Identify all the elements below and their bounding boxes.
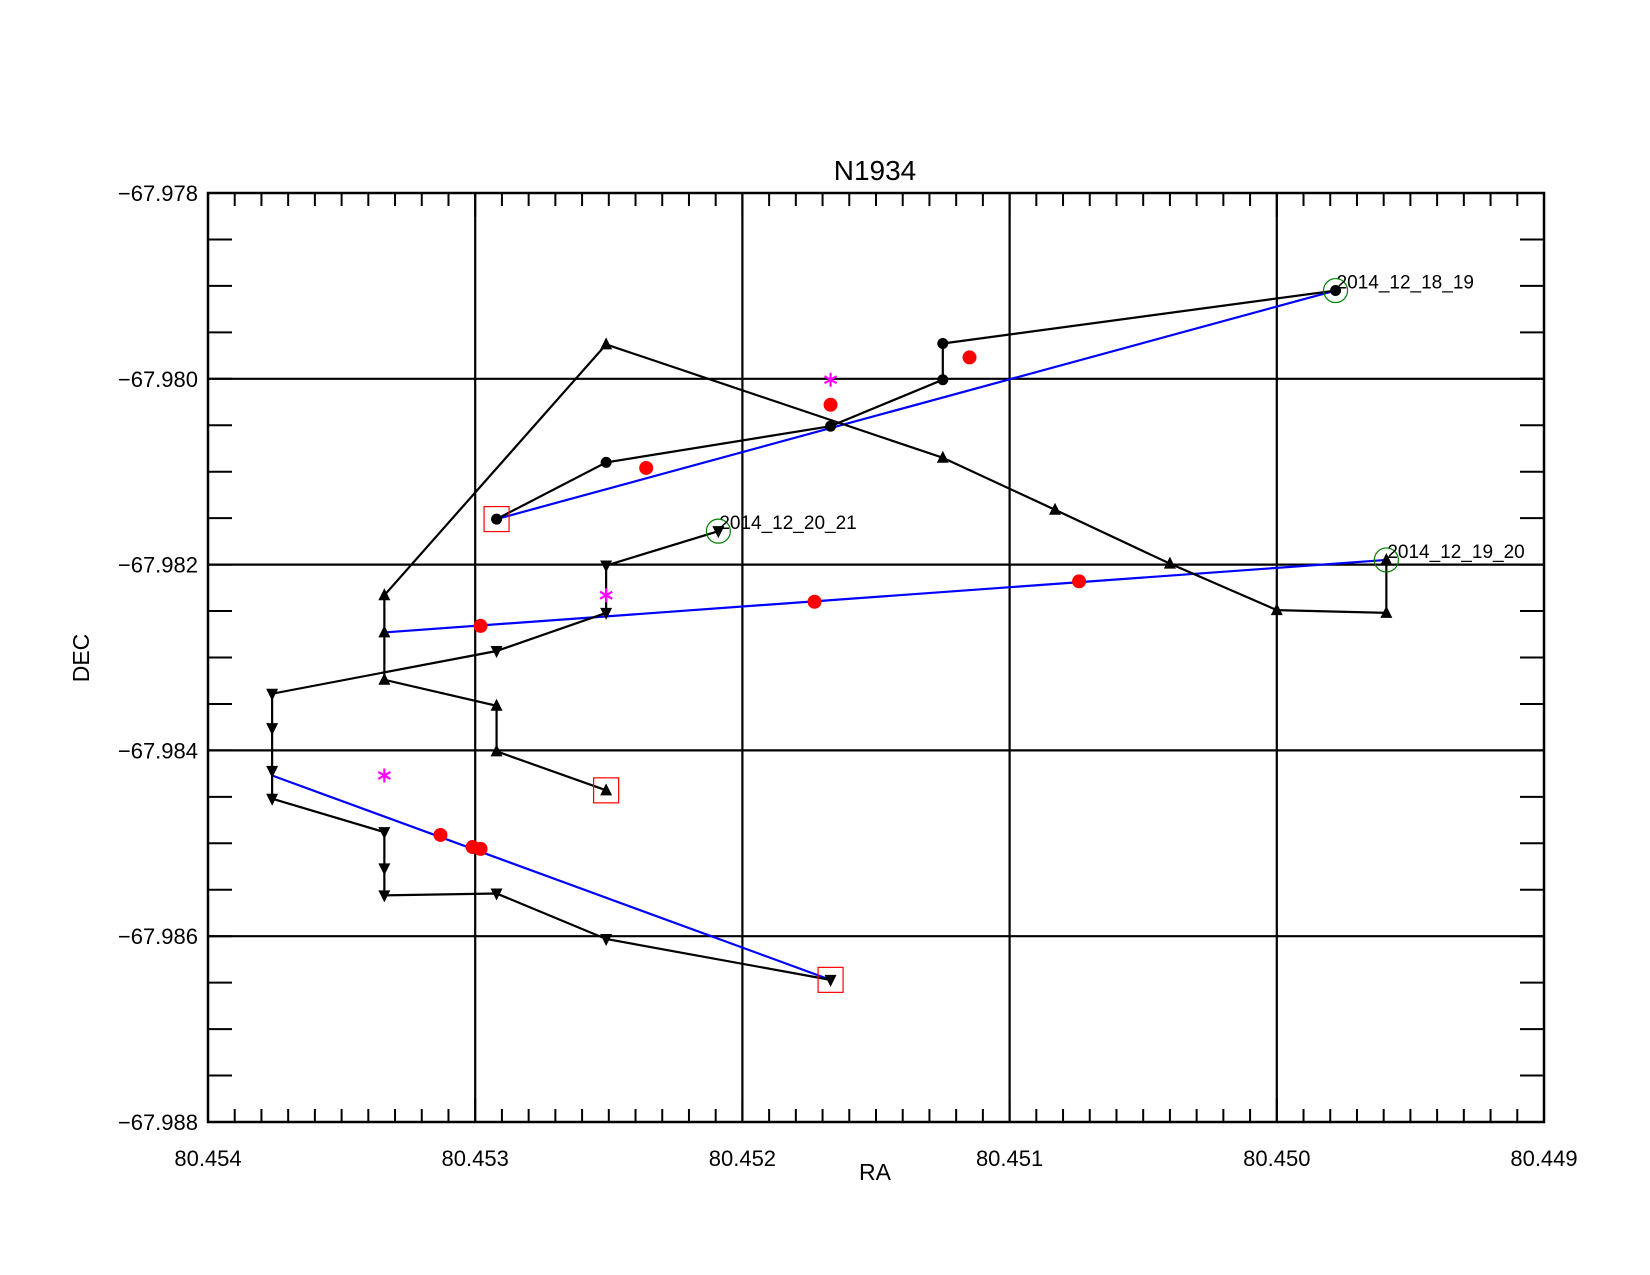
fit-point [807, 594, 822, 609]
fit-point [433, 827, 448, 842]
axis-ticks [207, 192, 1545, 1123]
x-tick-label: 80.450 [1243, 1146, 1310, 1171]
track-point-triangle-up [378, 625, 391, 638]
y-tick-label: −67.982 [118, 553, 198, 578]
fit-point [473, 618, 488, 633]
track-point-triangle-down [378, 827, 391, 840]
track-point-circle [1330, 285, 1342, 297]
fit-point [639, 460, 654, 475]
track-point-triangle-up [1163, 556, 1176, 569]
y-tick-label: −67.980 [118, 367, 198, 392]
track-point-triangle-down [712, 526, 725, 539]
track-label: 2014_12_19_20 [1387, 542, 1524, 563]
fit-point [1072, 574, 1087, 589]
track-point-circle [825, 420, 837, 432]
track-point-triangle-down [266, 723, 279, 736]
plot-frame [206, 191, 1546, 1124]
track-label: 2014_12_20_21 [719, 513, 856, 534]
chart-title: N1934 [834, 155, 917, 186]
track-point-triangle-down [378, 863, 391, 876]
track-point-triangle-down [600, 607, 613, 620]
track-point-circle [937, 374, 949, 386]
track-point-triangle-down [490, 645, 503, 658]
x-tick-label: 80.453 [442, 1146, 509, 1171]
x-axis-label: RA [859, 1159, 892, 1185]
y-tick-label: −67.984 [118, 738, 198, 763]
track-point-triangle-up [600, 337, 613, 350]
track-point-triangle-down [600, 933, 613, 946]
track-point-triangle-up [378, 588, 391, 601]
end-circle [1373, 547, 1399, 573]
fit-point [823, 397, 838, 412]
end-circle [1322, 277, 1349, 304]
track-point-triangle-down [824, 974, 837, 987]
track-line [496, 289, 1336, 521]
x-tick-label: 80.454 [174, 1146, 241, 1171]
tracks [271, 289, 1388, 981]
track-point-triangle-down [490, 888, 503, 901]
plot-border [206, 191, 1546, 1124]
fit-lines [271, 289, 1387, 981]
track-point-triangle-up [936, 450, 949, 463]
y-axis-label: DEC [68, 634, 94, 683]
star-stroke [599, 590, 613, 600]
track-point-triangle-down [266, 765, 279, 778]
tick-labels: 80.454 80.453 80.452 80.451 80.450 80.449 −67.… [118, 181, 1578, 1171]
track-point-triangle-up [1270, 603, 1283, 616]
track-point-triangle-up [490, 698, 503, 711]
star-point [377, 768, 391, 783]
track-point-triangle-up [1380, 552, 1393, 565]
y-tick-label: −67.978 [118, 181, 198, 206]
track-point-circle [491, 513, 503, 525]
x-tick-label: 80.452 [709, 1146, 776, 1171]
fit-line [384, 558, 1387, 634]
x-tick-label: 80.449 [1510, 1146, 1577, 1171]
markers: 2014_12_18_19 2014_12_19_20 2014_12_20_21 [266, 273, 1525, 993]
fit-line [271, 774, 831, 981]
track-point-triangle-up [1049, 502, 1062, 515]
fit-point [473, 841, 488, 856]
track-point-triangle-up [600, 783, 613, 796]
start-square [593, 777, 620, 804]
fit-line [496, 289, 1336, 521]
track-point-triangle-up [378, 672, 391, 685]
track-point-triangle-down [266, 688, 279, 701]
end-circle [705, 518, 731, 544]
track-point-triangle-up [1380, 605, 1393, 618]
fit-point [962, 350, 977, 365]
y-tick-label: −67.986 [118, 924, 198, 949]
track-point-triangle-down [266, 793, 279, 806]
track-point-triangle-down [378, 890, 391, 903]
star-point [599, 588, 613, 603]
star-stroke [377, 771, 391, 780]
start-square [483, 505, 510, 533]
y-tick-label: −67.988 [118, 1110, 198, 1135]
track-line [271, 530, 831, 981]
x-tick-label: 80.451 [976, 1146, 1043, 1171]
track-point-triangle-up [490, 744, 503, 757]
start-square [817, 966, 844, 993]
track-point-circle [937, 337, 949, 349]
grid-lines [208, 193, 1544, 1122]
star-stroke [823, 375, 838, 385]
track-point-circle [600, 456, 612, 468]
track-line [383, 343, 1388, 792]
star-point [823, 372, 838, 387]
track-point-triangle-down [600, 560, 613, 573]
track-label: 2014_12_18_19 [1337, 273, 1474, 294]
